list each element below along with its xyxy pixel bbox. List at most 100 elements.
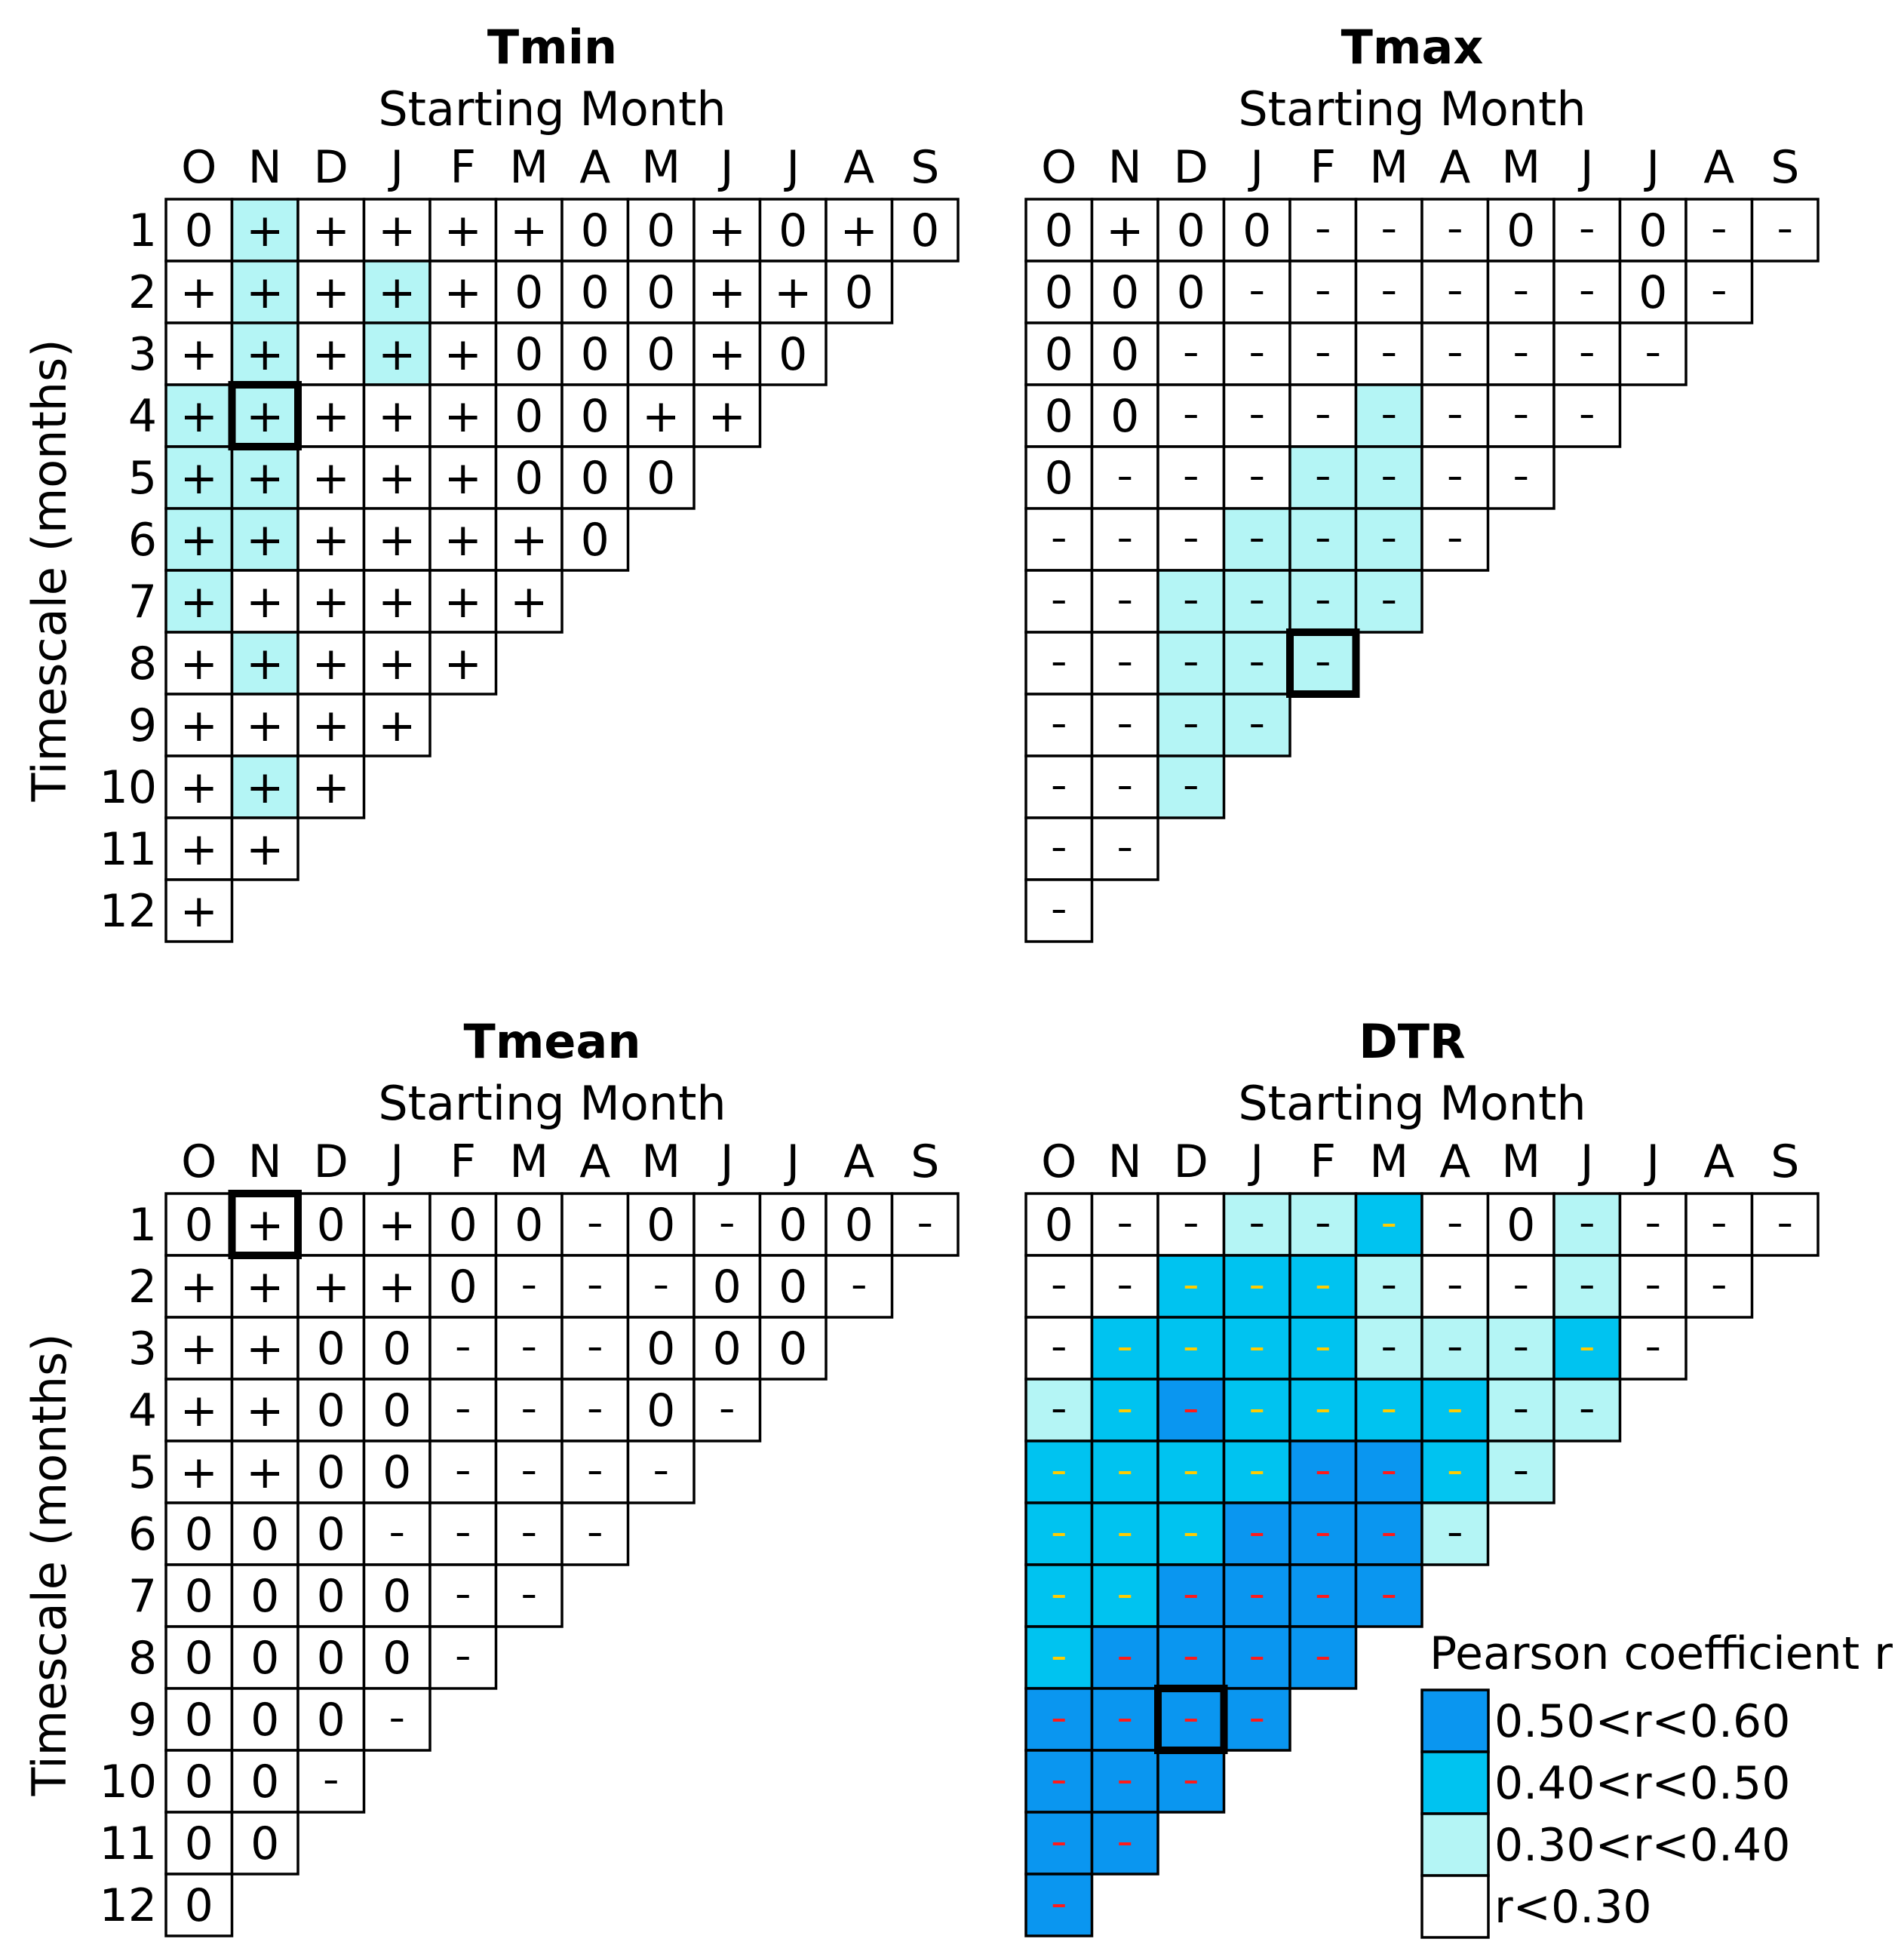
cell-positive-mark: + xyxy=(246,328,284,381)
heatmap-cell xyxy=(1552,383,1622,448)
cell-zero-mark: 0 xyxy=(845,266,874,319)
heatmap-cell xyxy=(626,1378,696,1443)
x-tick-label: J xyxy=(387,1135,404,1188)
heatmap-cell xyxy=(758,1316,828,1381)
x-tick-label: J xyxy=(1577,1135,1594,1188)
heatmap-cell xyxy=(296,1501,366,1566)
heatmap-cell xyxy=(494,569,564,634)
cell-zero-mark: 0 xyxy=(1045,266,1073,319)
cell-positive-mark: + xyxy=(444,452,482,505)
heatmap-cell xyxy=(1024,260,1094,324)
x-tick-label: M xyxy=(641,141,680,194)
x-axis-title: Starting Month xyxy=(1238,81,1586,137)
heatmap-cell xyxy=(230,507,299,572)
cell-zero-mark: 0 xyxy=(382,1570,411,1623)
x-tick-label: O xyxy=(181,1135,217,1188)
cell-zero-mark: 0 xyxy=(185,204,213,257)
cell-zero-mark: 0 xyxy=(646,1323,675,1375)
cell-zero-mark: 0 xyxy=(1110,328,1139,381)
heatmap-cell xyxy=(758,1254,828,1319)
heatmap-cell xyxy=(164,1873,234,1937)
cell-zero-mark: 0 xyxy=(713,1323,742,1375)
cell-zero-mark: 0 xyxy=(581,390,610,443)
cell-positive-mark: + xyxy=(642,390,680,443)
cell-zero-mark: 0 xyxy=(713,1261,742,1313)
x-tick-label: J xyxy=(1643,1135,1660,1188)
heatmap-cell xyxy=(626,383,696,448)
cell-positive-mark: + xyxy=(180,576,218,628)
x-tick-label: M xyxy=(1501,1135,1540,1188)
cell-zero-mark: 0 xyxy=(250,1694,279,1747)
cell-positive-mark: + xyxy=(312,452,350,505)
x-tick-label: M xyxy=(1369,141,1408,194)
x-tick-label: N xyxy=(248,141,282,194)
cell-positive-mark: + xyxy=(246,390,284,443)
heatmap-cell xyxy=(164,1625,234,1690)
heatmap-cell xyxy=(494,198,564,263)
cell-positive-mark: + xyxy=(312,390,350,443)
y-tick-label: 7 xyxy=(128,1570,157,1623)
highlight-cell-border xyxy=(1286,628,1360,698)
x-tick-label: N xyxy=(1108,1135,1142,1188)
cell-zero-mark: 0 xyxy=(581,204,610,257)
heatmap-cell xyxy=(362,693,431,757)
x-tick-label: S xyxy=(1770,141,1799,194)
cell-positive-mark: + xyxy=(378,452,416,505)
cell-zero-mark: 0 xyxy=(185,1879,213,1932)
y-tick-label: 9 xyxy=(128,1694,157,1747)
cell-positive-mark: + xyxy=(378,204,416,257)
x-tick-label: N xyxy=(1108,141,1142,194)
heatmap-cell xyxy=(230,1316,299,1381)
heatmap-cell xyxy=(494,260,564,324)
heatmap-cell xyxy=(825,260,894,324)
heatmap-cell xyxy=(230,631,299,696)
x-tick-label: J xyxy=(1643,141,1660,194)
cell-positive-mark: + xyxy=(444,576,482,628)
cell-zero-mark: 0 xyxy=(1506,1199,1535,1252)
cell-zero-mark: 0 xyxy=(250,1632,279,1685)
heatmap-cell xyxy=(164,569,234,634)
y-tick-label: 7 xyxy=(128,576,157,628)
x-tick-label: F xyxy=(450,141,476,194)
cell-positive-mark: + xyxy=(444,390,482,443)
heatmap-cell xyxy=(758,260,828,324)
cell-zero-mark: 0 xyxy=(250,1756,279,1808)
y-tick-label: 5 xyxy=(128,452,157,505)
cell-positive-mark: + xyxy=(180,699,218,752)
heatmap-cell xyxy=(164,1811,234,1876)
cell-positive-mark: + xyxy=(708,328,746,381)
heatmap-cell xyxy=(164,878,234,943)
x-tick-label: M xyxy=(1501,141,1540,194)
x-tick-label: J xyxy=(783,1135,800,1188)
x-tick-label: A xyxy=(1439,1135,1470,1188)
cell-zero-mark: 0 xyxy=(646,452,675,505)
cell-positive-mark: + xyxy=(246,1199,284,1252)
heatmap-cell xyxy=(362,569,431,634)
cell-positive-mark: + xyxy=(444,514,482,567)
x-axis-title: Starting Month xyxy=(378,1076,726,1131)
heatmap-cell xyxy=(1618,198,1687,263)
heatmap-cell xyxy=(296,631,366,696)
heatmap-cell xyxy=(1024,1749,1094,1814)
heatmap-cell xyxy=(230,754,299,819)
cell-zero-mark: 0 xyxy=(1110,390,1139,443)
cell-zero-mark: 0 xyxy=(317,1199,345,1252)
heatmap-cell xyxy=(296,321,366,386)
cell-zero-mark: 0 xyxy=(1638,266,1667,319)
y-tick-label: 8 xyxy=(128,638,157,690)
x-tick-label: N xyxy=(248,1135,282,1188)
y-tick-label: 12 xyxy=(100,885,157,938)
cell-positive-mark: + xyxy=(246,699,284,752)
cell-positive-mark: + xyxy=(312,514,350,567)
y-tick-label: 1 xyxy=(128,204,157,257)
x-tick-label: J xyxy=(783,141,800,194)
cell-zero-mark: 0 xyxy=(514,390,543,443)
cell-positive-mark: + xyxy=(180,390,218,443)
x-tick-label: A xyxy=(1439,141,1470,194)
y-tick-label: 2 xyxy=(128,266,157,319)
cell-zero-mark: 0 xyxy=(382,1632,411,1685)
cell-positive-mark: + xyxy=(378,1261,416,1313)
cell-positive-mark: + xyxy=(180,761,218,814)
cell-positive-mark: + xyxy=(246,638,284,690)
x-tick-label: J xyxy=(717,1135,734,1188)
